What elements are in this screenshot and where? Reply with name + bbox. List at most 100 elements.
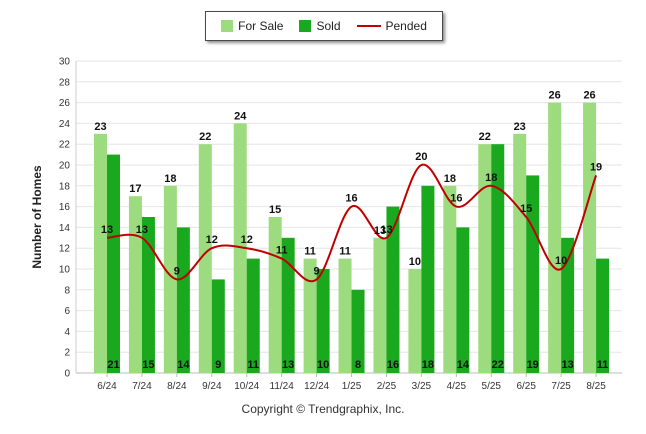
label-for-sale: 23 — [514, 121, 526, 133]
x-tick-label: 2/25 — [377, 381, 397, 392]
label-pended: 18 — [485, 172, 497, 184]
legend-label-for-sale: For Sale — [238, 19, 284, 33]
label-pended: 16 — [450, 193, 462, 205]
label-for-sale: 18 — [164, 173, 176, 185]
label-for-sale: 26 — [549, 90, 561, 102]
bar-sold — [386, 206, 400, 373]
bars — [94, 102, 610, 374]
bar-for-sale — [163, 185, 177, 373]
bar-for-sale — [268, 217, 282, 373]
label-sold: 11 — [247, 359, 259, 371]
label-sold: 19 — [527, 359, 539, 371]
label-pended: 13 — [101, 224, 113, 236]
bar-sold — [211, 279, 225, 373]
label-pended: 20 — [415, 151, 427, 163]
label-pended: 10 — [555, 255, 567, 267]
x-tick-label: 12/24 — [304, 381, 329, 392]
bar-sold — [281, 237, 295, 373]
y-tick-label: 16 — [59, 202, 71, 213]
label-pended: 13 — [380, 224, 392, 236]
x-tick-label: 3/25 — [412, 381, 432, 392]
label-sold: 13 — [282, 359, 294, 371]
label-for-sale: 11 — [339, 246, 351, 258]
y-tick-label: 22 — [59, 140, 71, 151]
y-tick-label: 18 — [59, 181, 71, 192]
label-for-sale: 17 — [129, 183, 141, 195]
bar-sold — [526, 175, 540, 373]
label-for-sale: 22 — [479, 131, 491, 143]
y-tick-label: 12 — [59, 244, 71, 255]
label-for-sale: 26 — [583, 90, 595, 102]
y-tick-label: 0 — [64, 369, 70, 380]
label-pended: 12 — [206, 234, 218, 246]
bar-for-sale — [198, 144, 212, 373]
bar-for-sale — [338, 258, 352, 373]
bar-sold — [456, 227, 470, 373]
bar-for-sale — [443, 185, 457, 373]
label-for-sale: 15 — [269, 204, 281, 216]
label-for-sale: 23 — [94, 121, 106, 133]
bar-for-sale — [373, 237, 387, 373]
copyright-text: Copyright © Trendgraphix, Inc. — [241, 402, 405, 416]
label-pended: 13 — [136, 224, 148, 236]
bar-sold — [107, 154, 120, 373]
bar-for-sale — [128, 196, 142, 373]
label-for-sale: 11 — [304, 246, 316, 258]
label-sold: 10 — [317, 359, 329, 371]
label-pended: 9 — [314, 265, 320, 277]
label-sold: 8 — [355, 359, 361, 371]
label-pended: 19 — [590, 161, 602, 173]
label-sold: 21 — [107, 359, 119, 371]
data-labels: 23 21 17 15 18 14 22 9 24 11 15 13 11 10 11 8 13 16 10 18 18… — [94, 90, 608, 371]
legend-swatch-for-sale — [221, 20, 234, 32]
x-tick-label: 11/24 — [270, 381, 295, 392]
legend: For Sale Sold Pended — [205, 11, 443, 41]
bar-sold — [491, 144, 505, 373]
bar-sold — [246, 258, 260, 373]
y-tick-label: 20 — [59, 161, 71, 172]
x-tick-label: 6/25 — [516, 381, 536, 392]
bar-sold — [176, 227, 190, 373]
y-tick-label: 28 — [59, 77, 71, 88]
label-sold: 22 — [492, 359, 504, 371]
label-pended: 16 — [345, 193, 357, 205]
y-tick-label: 6 — [64, 306, 70, 317]
bar-sold — [141, 217, 155, 373]
pended-line — [106, 163, 598, 283]
y-tick-label: 26 — [59, 98, 71, 109]
legend-item-sold: Sold — [299, 19, 341, 33]
legend-item-for-sale: For Sale — [221, 19, 283, 33]
bar-for-sale — [233, 123, 247, 374]
label-for-sale: 24 — [234, 110, 247, 122]
label-for-sale: 13 — [374, 225, 386, 237]
bar-for-sale — [94, 133, 107, 373]
x-tick-label: 4/25 — [447, 381, 467, 392]
bar-sold — [316, 269, 330, 373]
bar-for-sale — [583, 102, 597, 373]
x-axis-ticks: 6/24 7/24 8/24 9/24 10/24 11/24 12/24 1/25 2/25 3… — [97, 373, 606, 392]
x-tick-label: 8/24 — [167, 381, 187, 392]
y-axis-title: Number of Homes — [30, 165, 44, 269]
x-tick-label: 7/24 — [132, 381, 152, 392]
x-tick-label: 5/25 — [482, 381, 502, 392]
bar-for-sale — [408, 269, 422, 373]
y-tick-label: 24 — [59, 119, 71, 130]
label-pended: 12 — [241, 234, 253, 246]
legend-swatch-pended — [356, 25, 381, 27]
bar-for-sale — [303, 258, 317, 373]
legend-label-sold: Sold — [316, 19, 341, 33]
y-tick-label: 10 — [59, 265, 71, 276]
label-sold: 18 — [422, 359, 434, 371]
bar-for-sale — [548, 102, 562, 373]
pended-line-path — [106, 163, 598, 283]
label-pended: 15 — [520, 203, 532, 215]
label-for-sale: 10 — [409, 256, 421, 268]
label-sold: 9 — [215, 359, 221, 371]
x-tick-label: 7/25 — [551, 381, 571, 392]
bar-for-sale — [513, 133, 527, 373]
y-tick-label: 14 — [59, 223, 71, 234]
x-tick-label: 9/24 — [202, 381, 222, 392]
label-pended: 11 — [276, 245, 288, 257]
bar-for-sale — [478, 144, 492, 373]
